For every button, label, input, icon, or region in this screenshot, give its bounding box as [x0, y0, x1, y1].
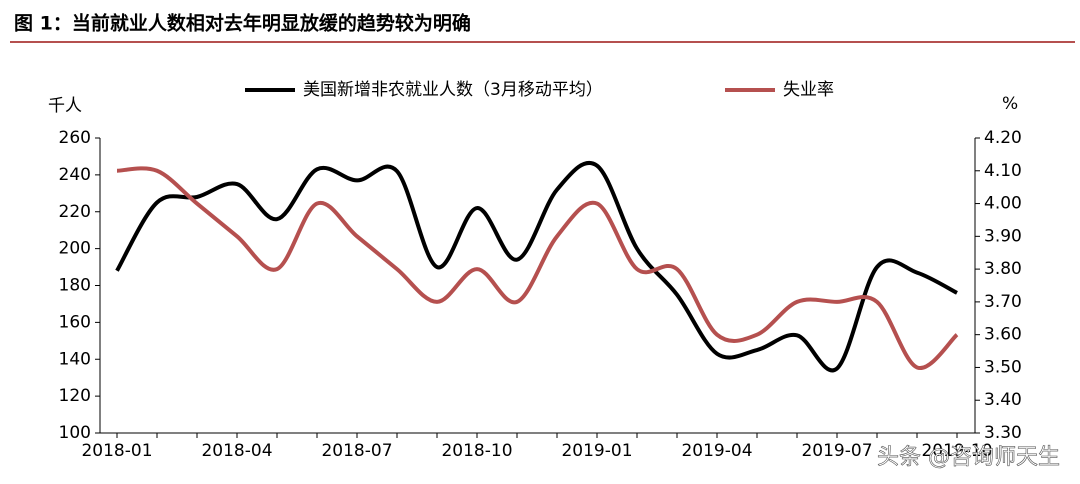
legend-label: 失业率 — [783, 80, 834, 100]
x-tick-label: 2018-10 — [441, 441, 512, 461]
y2-axis-unit: % — [1002, 94, 1018, 114]
x-tick-label: 2019-04 — [681, 441, 752, 461]
y-tick-label: 160 — [59, 312, 91, 332]
y-tick-label: 100 — [59, 423, 91, 443]
chart-title: 图 1：当前就业人数相对去年明显放缓的趋势较为明确 — [14, 12, 471, 35]
y2-tick-label: 3.60 — [984, 325, 1022, 345]
y-axis-unit: 千人 — [48, 96, 82, 116]
y2-tick-label: 3.40 — [984, 390, 1022, 410]
y-tick-label: 120 — [59, 386, 91, 406]
y-tick-label: 200 — [59, 239, 91, 259]
x-tick-label: 2019-07 — [801, 441, 872, 461]
y-tick-label: 260 — [59, 128, 91, 148]
y2-tick-label: 3.80 — [984, 259, 1022, 279]
series-line — [115, 161, 958, 373]
x-tick-label: 2019-10 — [921, 441, 992, 461]
x-tick-label: 2018-07 — [321, 441, 392, 461]
x-tick-label: 2018-01 — [81, 441, 152, 461]
y2-tick-label: 3.50 — [984, 357, 1022, 377]
y2-tick-label: 4.20 — [984, 128, 1022, 148]
series-line — [116, 166, 959, 370]
y2-tick-label: 4.10 — [984, 161, 1022, 181]
legend-label: 美国新增非农就业人数（3月移动平均） — [303, 80, 603, 100]
watermark: 头条 @咨询师天生 — [877, 445, 1060, 470]
y2-tick-label: 3.30 — [984, 423, 1022, 443]
y2-tick-label: 3.70 — [984, 292, 1022, 312]
y-tick-label: 240 — [59, 165, 91, 185]
y2-tick-label: 4.00 — [984, 194, 1022, 214]
x-tick-label: 2018-04 — [201, 441, 272, 461]
x-tick-label: 2019-01 — [561, 441, 632, 461]
y-tick-label: 180 — [59, 276, 91, 296]
y2-tick-label: 3.90 — [984, 226, 1022, 246]
y-tick-label: 140 — [59, 349, 91, 369]
y-tick-label: 220 — [59, 202, 91, 222]
